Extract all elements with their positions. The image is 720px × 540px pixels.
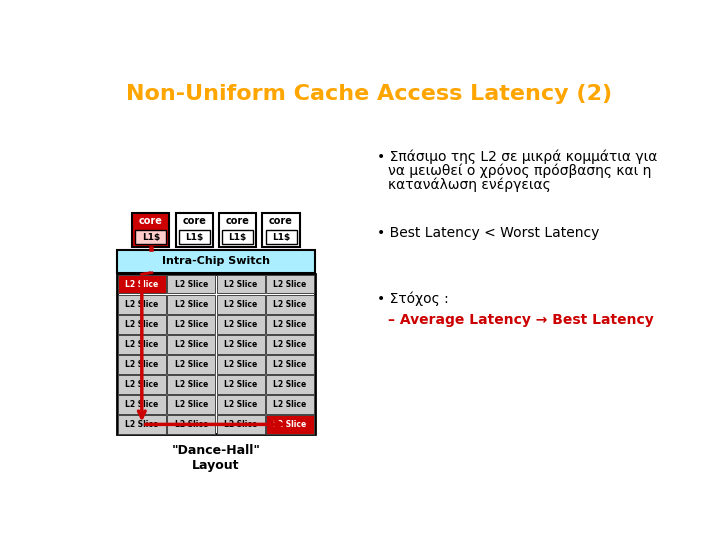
Bar bbox=[118, 355, 166, 374]
Bar bbox=[117, 249, 315, 273]
Bar bbox=[217, 375, 264, 394]
Bar bbox=[167, 295, 215, 314]
Bar bbox=[266, 415, 314, 434]
Text: L2 Slice: L2 Slice bbox=[224, 420, 257, 429]
Text: L2 Slice: L2 Slice bbox=[274, 300, 307, 309]
Bar bbox=[217, 335, 264, 354]
Text: core: core bbox=[225, 216, 250, 226]
Bar bbox=[167, 415, 215, 434]
Bar bbox=[167, 395, 215, 414]
Bar bbox=[118, 395, 166, 414]
Text: L2 Slice: L2 Slice bbox=[224, 400, 257, 409]
Text: L2 Slice: L2 Slice bbox=[224, 380, 257, 389]
Text: L2 Slice: L2 Slice bbox=[125, 300, 158, 309]
Text: L2 Slice: L2 Slice bbox=[125, 420, 158, 429]
Text: L2 Slice: L2 Slice bbox=[224, 320, 257, 329]
Text: L2 Slice: L2 Slice bbox=[274, 340, 307, 349]
Text: L1$: L1$ bbox=[142, 233, 160, 242]
Text: "Dance-Hall"
Layout: "Dance-Hall" Layout bbox=[171, 444, 261, 471]
Text: Non-Uniform Cache Access Latency (2): Non-Uniform Cache Access Latency (2) bbox=[126, 84, 612, 104]
Bar bbox=[266, 335, 314, 354]
Text: L2 Slice: L2 Slice bbox=[175, 360, 208, 369]
Bar bbox=[266, 275, 314, 294]
Bar bbox=[222, 231, 253, 244]
Text: L2 Slice: L2 Slice bbox=[175, 340, 208, 349]
Bar bbox=[118, 375, 166, 394]
Bar bbox=[262, 213, 300, 247]
Bar bbox=[266, 355, 314, 374]
Bar bbox=[266, 231, 297, 244]
Text: Intra-Chip Switch: Intra-Chip Switch bbox=[162, 256, 270, 266]
Bar bbox=[266, 375, 314, 394]
Bar bbox=[266, 395, 314, 414]
Bar bbox=[118, 275, 166, 294]
Text: L2 Slice: L2 Slice bbox=[175, 380, 208, 389]
Text: L1$: L1$ bbox=[228, 233, 247, 242]
Text: L2 Slice: L2 Slice bbox=[125, 400, 158, 409]
Bar bbox=[217, 395, 264, 414]
Bar bbox=[118, 415, 166, 434]
Text: L2 Slice: L2 Slice bbox=[224, 300, 257, 309]
Bar bbox=[217, 415, 264, 434]
Text: να μειωθεί ο χρόνος πρόσβασης και η: να μειωθεί ο χρόνος πρόσβασης και η bbox=[387, 164, 651, 178]
Text: L2 Slice: L2 Slice bbox=[125, 280, 158, 289]
Text: • Σπάσιμο της L2 σε μικρά κομμάτια για: • Σπάσιμο της L2 σε μικρά κομμάτια για bbox=[377, 150, 657, 164]
Text: L2 Slice: L2 Slice bbox=[175, 280, 208, 289]
Bar bbox=[167, 355, 215, 374]
Bar bbox=[266, 315, 314, 334]
Text: κατανάλωση ενέργειας: κατανάλωση ενέργειας bbox=[387, 177, 550, 192]
Text: L2 Slice: L2 Slice bbox=[274, 420, 307, 429]
Bar bbox=[135, 231, 166, 244]
Text: • Στόχος :: • Στόχος : bbox=[377, 292, 449, 306]
Text: L1$: L1$ bbox=[272, 233, 290, 242]
Text: L2 Slice: L2 Slice bbox=[274, 280, 307, 289]
Bar bbox=[266, 295, 314, 314]
Bar bbox=[132, 213, 169, 247]
Bar bbox=[217, 315, 264, 334]
Bar bbox=[167, 335, 215, 354]
Bar bbox=[219, 213, 256, 247]
Text: L2 Slice: L2 Slice bbox=[274, 380, 307, 389]
Text: L2 Slice: L2 Slice bbox=[125, 320, 158, 329]
Text: L1$: L1$ bbox=[185, 233, 203, 242]
Text: L2 Slice: L2 Slice bbox=[274, 400, 307, 409]
Bar bbox=[217, 275, 264, 294]
Text: L2 Slice: L2 Slice bbox=[274, 320, 307, 329]
Bar bbox=[118, 335, 166, 354]
Text: L2 Slice: L2 Slice bbox=[175, 420, 208, 429]
Text: L2 Slice: L2 Slice bbox=[175, 400, 208, 409]
Text: L2 Slice: L2 Slice bbox=[125, 380, 158, 389]
Bar bbox=[167, 375, 215, 394]
Text: L2 Slice: L2 Slice bbox=[175, 300, 208, 309]
Text: core: core bbox=[182, 216, 206, 226]
Text: core: core bbox=[269, 216, 293, 226]
Bar bbox=[117, 274, 315, 434]
Text: • Best Latency < Worst Latency: • Best Latency < Worst Latency bbox=[377, 226, 599, 240]
Bar bbox=[167, 275, 215, 294]
Text: L2 Slice: L2 Slice bbox=[125, 360, 158, 369]
Text: core: core bbox=[139, 216, 163, 226]
Bar bbox=[118, 295, 166, 314]
Text: L2 Slice: L2 Slice bbox=[224, 360, 257, 369]
Text: L2 Slice: L2 Slice bbox=[224, 280, 257, 289]
Bar bbox=[176, 213, 213, 247]
Bar bbox=[179, 231, 210, 244]
Text: L2 Slice: L2 Slice bbox=[224, 340, 257, 349]
Text: – Average Latency → Best Latency: – Average Latency → Best Latency bbox=[387, 313, 653, 327]
Bar bbox=[118, 315, 166, 334]
Bar bbox=[167, 315, 215, 334]
Text: L2 Slice: L2 Slice bbox=[125, 340, 158, 349]
Text: L2 Slice: L2 Slice bbox=[175, 320, 208, 329]
Bar bbox=[217, 355, 264, 374]
Bar bbox=[217, 295, 264, 314]
Text: L2 Slice: L2 Slice bbox=[274, 360, 307, 369]
